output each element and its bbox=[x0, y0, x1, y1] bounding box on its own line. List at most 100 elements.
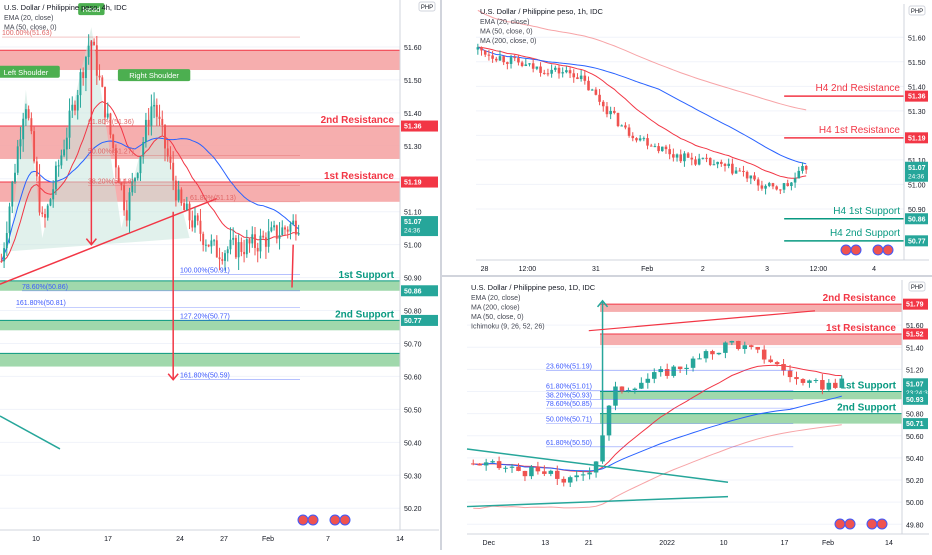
h4-candle-body bbox=[41, 212, 44, 215]
d1-price-badge-timer: 23:24:36 bbox=[906, 390, 932, 397]
h4-x-tick: 24 bbox=[176, 536, 184, 543]
h4-resistance-zone bbox=[0, 126, 400, 159]
h4-candle-body bbox=[30, 118, 33, 132]
h4-candle-body bbox=[153, 105, 156, 107]
d1-candle bbox=[833, 378, 838, 389]
h1-price-badge-value: 51.36 bbox=[908, 94, 926, 101]
d1-candle bbox=[516, 463, 521, 472]
h4-candle-body bbox=[264, 237, 267, 247]
d1-ema-line bbox=[473, 364, 842, 473]
h1-candle-body bbox=[657, 146, 660, 152]
h4-candle bbox=[16, 139, 19, 176]
h4-candle bbox=[169, 146, 172, 170]
h1-level-label: H4 1st Support bbox=[833, 206, 900, 217]
h4-candle bbox=[245, 229, 248, 258]
h1-candle-body bbox=[694, 159, 697, 165]
d1-candle bbox=[826, 379, 832, 391]
d1-candle bbox=[567, 475, 573, 487]
h4-candle-body bbox=[207, 244, 210, 247]
d1-candle bbox=[490, 459, 495, 464]
h4-candle-body bbox=[63, 149, 66, 156]
d1-resistance-zone bbox=[600, 304, 902, 312]
h1-candle bbox=[542, 69, 546, 75]
h4-price-badge-value: 50.86 bbox=[404, 288, 422, 295]
h4-x-tick: Feb bbox=[262, 536, 274, 543]
h4-candle bbox=[44, 208, 46, 228]
h1-candle bbox=[675, 153, 679, 162]
h1-candle-body bbox=[568, 70, 572, 74]
h1-candle-body bbox=[683, 153, 686, 162]
h4-support-zone bbox=[0, 353, 400, 367]
d1-candle-body bbox=[723, 342, 728, 353]
h4-fib-label: 38.20%(51.18) bbox=[88, 178, 134, 185]
d1-indicator-label: Ichimoku (9, 26, 52, 26) bbox=[471, 324, 545, 331]
d1-x-tick: Feb bbox=[822, 540, 834, 547]
h1-price-badge-value: 51.19 bbox=[908, 135, 926, 142]
h1-candle-body bbox=[494, 58, 498, 61]
h1-candle-body bbox=[480, 47, 483, 51]
h4-candle bbox=[221, 252, 224, 265]
d1-indicator-label: EMA (20, close) bbox=[471, 295, 520, 302]
h1-x-tick: 12:00 bbox=[519, 266, 537, 273]
h1-price-badge-value: 50.77 bbox=[908, 238, 926, 245]
h1-candle bbox=[520, 60, 524, 68]
h1-candle bbox=[734, 167, 738, 174]
d1-candle bbox=[587, 467, 592, 480]
d1-candle bbox=[794, 371, 799, 385]
h1-candle bbox=[767, 181, 771, 188]
d1-currency-label: PHP bbox=[911, 285, 923, 291]
h4-candle-body bbox=[3, 248, 6, 262]
h1-candle bbox=[613, 106, 616, 115]
h1-candle bbox=[756, 177, 760, 191]
h4-candle-body bbox=[79, 72, 82, 96]
h4-price-badge-timer: 24:36 bbox=[404, 228, 421, 235]
h4-price-badge bbox=[401, 216, 438, 237]
h1-candle-body bbox=[701, 157, 705, 159]
h4-candle bbox=[68, 98, 71, 150]
h4-candle bbox=[237, 234, 240, 270]
h4-candle bbox=[22, 112, 25, 152]
d1-support-zone bbox=[600, 413, 902, 424]
d1-indicator-label: MA (200, close) bbox=[471, 305, 520, 312]
h4-candle-body bbox=[155, 105, 158, 117]
h1-candle bbox=[546, 68, 550, 77]
h4-candle bbox=[177, 180, 180, 203]
d1-y-tick: 51.20 bbox=[906, 367, 924, 374]
h4-fib-label: 161.80%(50.59) bbox=[180, 373, 230, 380]
h1-candle-body bbox=[738, 170, 742, 172]
h4-candle-body bbox=[11, 181, 14, 207]
h1-candle bbox=[697, 153, 701, 166]
h4-candle bbox=[207, 244, 210, 248]
h4-candle bbox=[117, 165, 120, 183]
h4-candle-body bbox=[128, 192, 131, 221]
h4-y-tick: 50.70 bbox=[404, 341, 422, 348]
h1-candle bbox=[598, 89, 601, 106]
h1-title: U.S. Dollar / Philippine peso, 1h, IDC bbox=[480, 7, 604, 16]
d1-candle bbox=[684, 364, 689, 375]
h4-candle bbox=[226, 246, 229, 262]
h1-currency-tag bbox=[908, 5, 926, 16]
h4-candle-body bbox=[199, 220, 202, 234]
h4-candle bbox=[218, 247, 221, 271]
d1-fib-label: 61.80%(51.01) bbox=[546, 383, 592, 390]
d1-panel: 2nd Resistance 1st Resistance 1st Support 2… bbox=[466, 280, 932, 547]
d1-candle-body bbox=[781, 364, 786, 371]
h4-candle-body bbox=[52, 189, 55, 200]
d1-price-badge bbox=[903, 378, 928, 399]
h1-candle-body bbox=[734, 170, 738, 174]
d1-candle-body bbox=[509, 466, 515, 468]
h1-candle bbox=[635, 137, 638, 143]
h1-candle bbox=[539, 62, 542, 77]
h4-candle bbox=[57, 159, 60, 177]
h4-pattern-label: Head bbox=[82, 5, 100, 14]
h4-candle-body bbox=[93, 41, 96, 46]
d1-candle bbox=[606, 404, 612, 441]
h4-candle-body bbox=[164, 125, 166, 149]
h1-candle bbox=[690, 152, 694, 166]
h4-candle-body bbox=[259, 235, 262, 252]
h4-candle-body bbox=[234, 237, 237, 258]
h4-y-tick: 50.60 bbox=[404, 374, 422, 381]
d1-price-badge-value: 50.71 bbox=[906, 421, 924, 428]
h1-candle bbox=[535, 66, 539, 71]
h4-candle-body bbox=[131, 181, 134, 193]
